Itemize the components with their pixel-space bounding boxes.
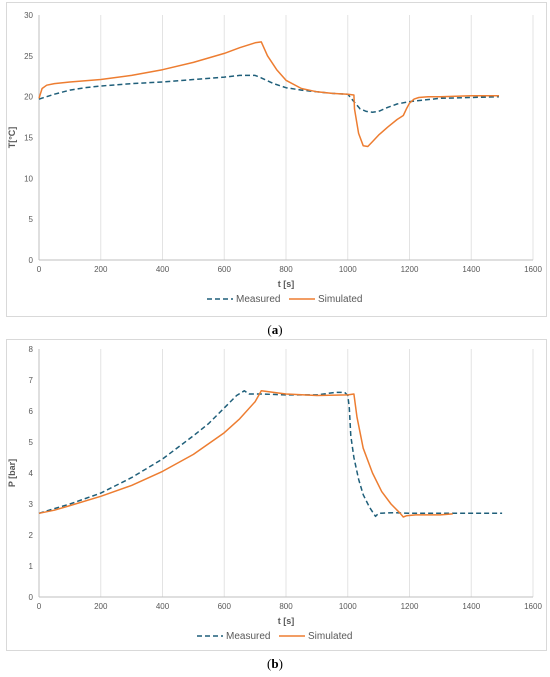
x-tick-label: 1400 bbox=[462, 602, 480, 611]
x-tick-label: 1600 bbox=[524, 602, 542, 611]
caption-b: (b) bbox=[267, 656, 283, 671]
series-line-measured bbox=[38, 74, 500, 113]
y-tick-label: 10 bbox=[24, 174, 33, 183]
legend-label-simulated: Simulated bbox=[308, 631, 352, 642]
x-tick-label: 1200 bbox=[401, 265, 419, 274]
x-tick-label: 1000 bbox=[339, 265, 357, 274]
x-tick-label: 1400 bbox=[462, 265, 480, 274]
y-tick-label: 5 bbox=[29, 438, 34, 447]
y-tick-label: 6 bbox=[29, 407, 34, 416]
y-axis-title: P [bar] bbox=[7, 459, 17, 487]
legend-label-measured: Measured bbox=[236, 294, 280, 305]
x-tick-label: 600 bbox=[218, 265, 232, 274]
y-tick-label: 3 bbox=[29, 500, 34, 509]
x-tick-label: 400 bbox=[156, 602, 170, 611]
x-tick-label: 200 bbox=[94, 602, 108, 611]
x-tick-label: 200 bbox=[94, 265, 108, 274]
chart-panel-b: 0 200 400 600 800 1000 1200 1400 1600 0 1 2 3 4 5 6 7 8 t … bbox=[6, 339, 547, 651]
y-tick-label: 8 bbox=[29, 345, 34, 354]
caption-a: (a) bbox=[267, 322, 283, 337]
legend-label-simulated: Simulated bbox=[318, 294, 362, 305]
y-tick-label: 20 bbox=[24, 93, 33, 102]
x-tick-label: 800 bbox=[279, 265, 293, 274]
x-axis-title: t [s] bbox=[278, 279, 295, 289]
temperature-chart: 0 200 400 600 800 1000 1200 1400 1600 0 5 10 15 20 25 3… bbox=[7, 11, 542, 305]
x-tick-label: 600 bbox=[218, 602, 232, 611]
pressure-chart: 0 200 400 600 800 1000 1200 1400 1600 0 1 2 3 4 5 6 7 8 t … bbox=[7, 345, 542, 642]
chart-panel-a: 0 200 400 600 800 1000 1200 1400 1600 0 5 10 15 20 25 3… bbox=[6, 2, 547, 317]
legend-label-measured: Measured bbox=[226, 631, 270, 642]
x-axis-title: t [s] bbox=[278, 616, 295, 626]
x-tick-label: 800 bbox=[279, 602, 293, 611]
caption-b-letter: b bbox=[271, 656, 279, 671]
y-tick-label: 15 bbox=[24, 134, 33, 143]
y-tick-label: 7 bbox=[29, 376, 34, 385]
y-tick-label: 1 bbox=[29, 562, 34, 571]
x-tick-label: 0 bbox=[37, 602, 42, 611]
y-axis-title: T[°C] bbox=[7, 127, 17, 149]
series-line-measured bbox=[38, 390, 503, 518]
series-line-simulated bbox=[38, 41, 499, 148]
x-tick-label: 1200 bbox=[401, 602, 419, 611]
y-tick-label: 30 bbox=[24, 11, 33, 20]
y-tick-label: 0 bbox=[29, 593, 34, 602]
y-tick-label: 2 bbox=[29, 531, 34, 540]
x-tick-label: 1600 bbox=[524, 265, 542, 274]
y-tick-label: 5 bbox=[29, 215, 34, 224]
y-tick-label: 4 bbox=[29, 469, 34, 478]
caption-a-letter: a bbox=[271, 322, 279, 337]
y-tick-label: 25 bbox=[24, 52, 33, 61]
y-tick-label: 0 bbox=[29, 256, 34, 265]
x-tick-label: 1000 bbox=[339, 602, 357, 611]
x-tick-label: 0 bbox=[37, 265, 42, 274]
x-tick-label: 400 bbox=[156, 265, 170, 274]
series-line-simulated bbox=[38, 390, 453, 518]
